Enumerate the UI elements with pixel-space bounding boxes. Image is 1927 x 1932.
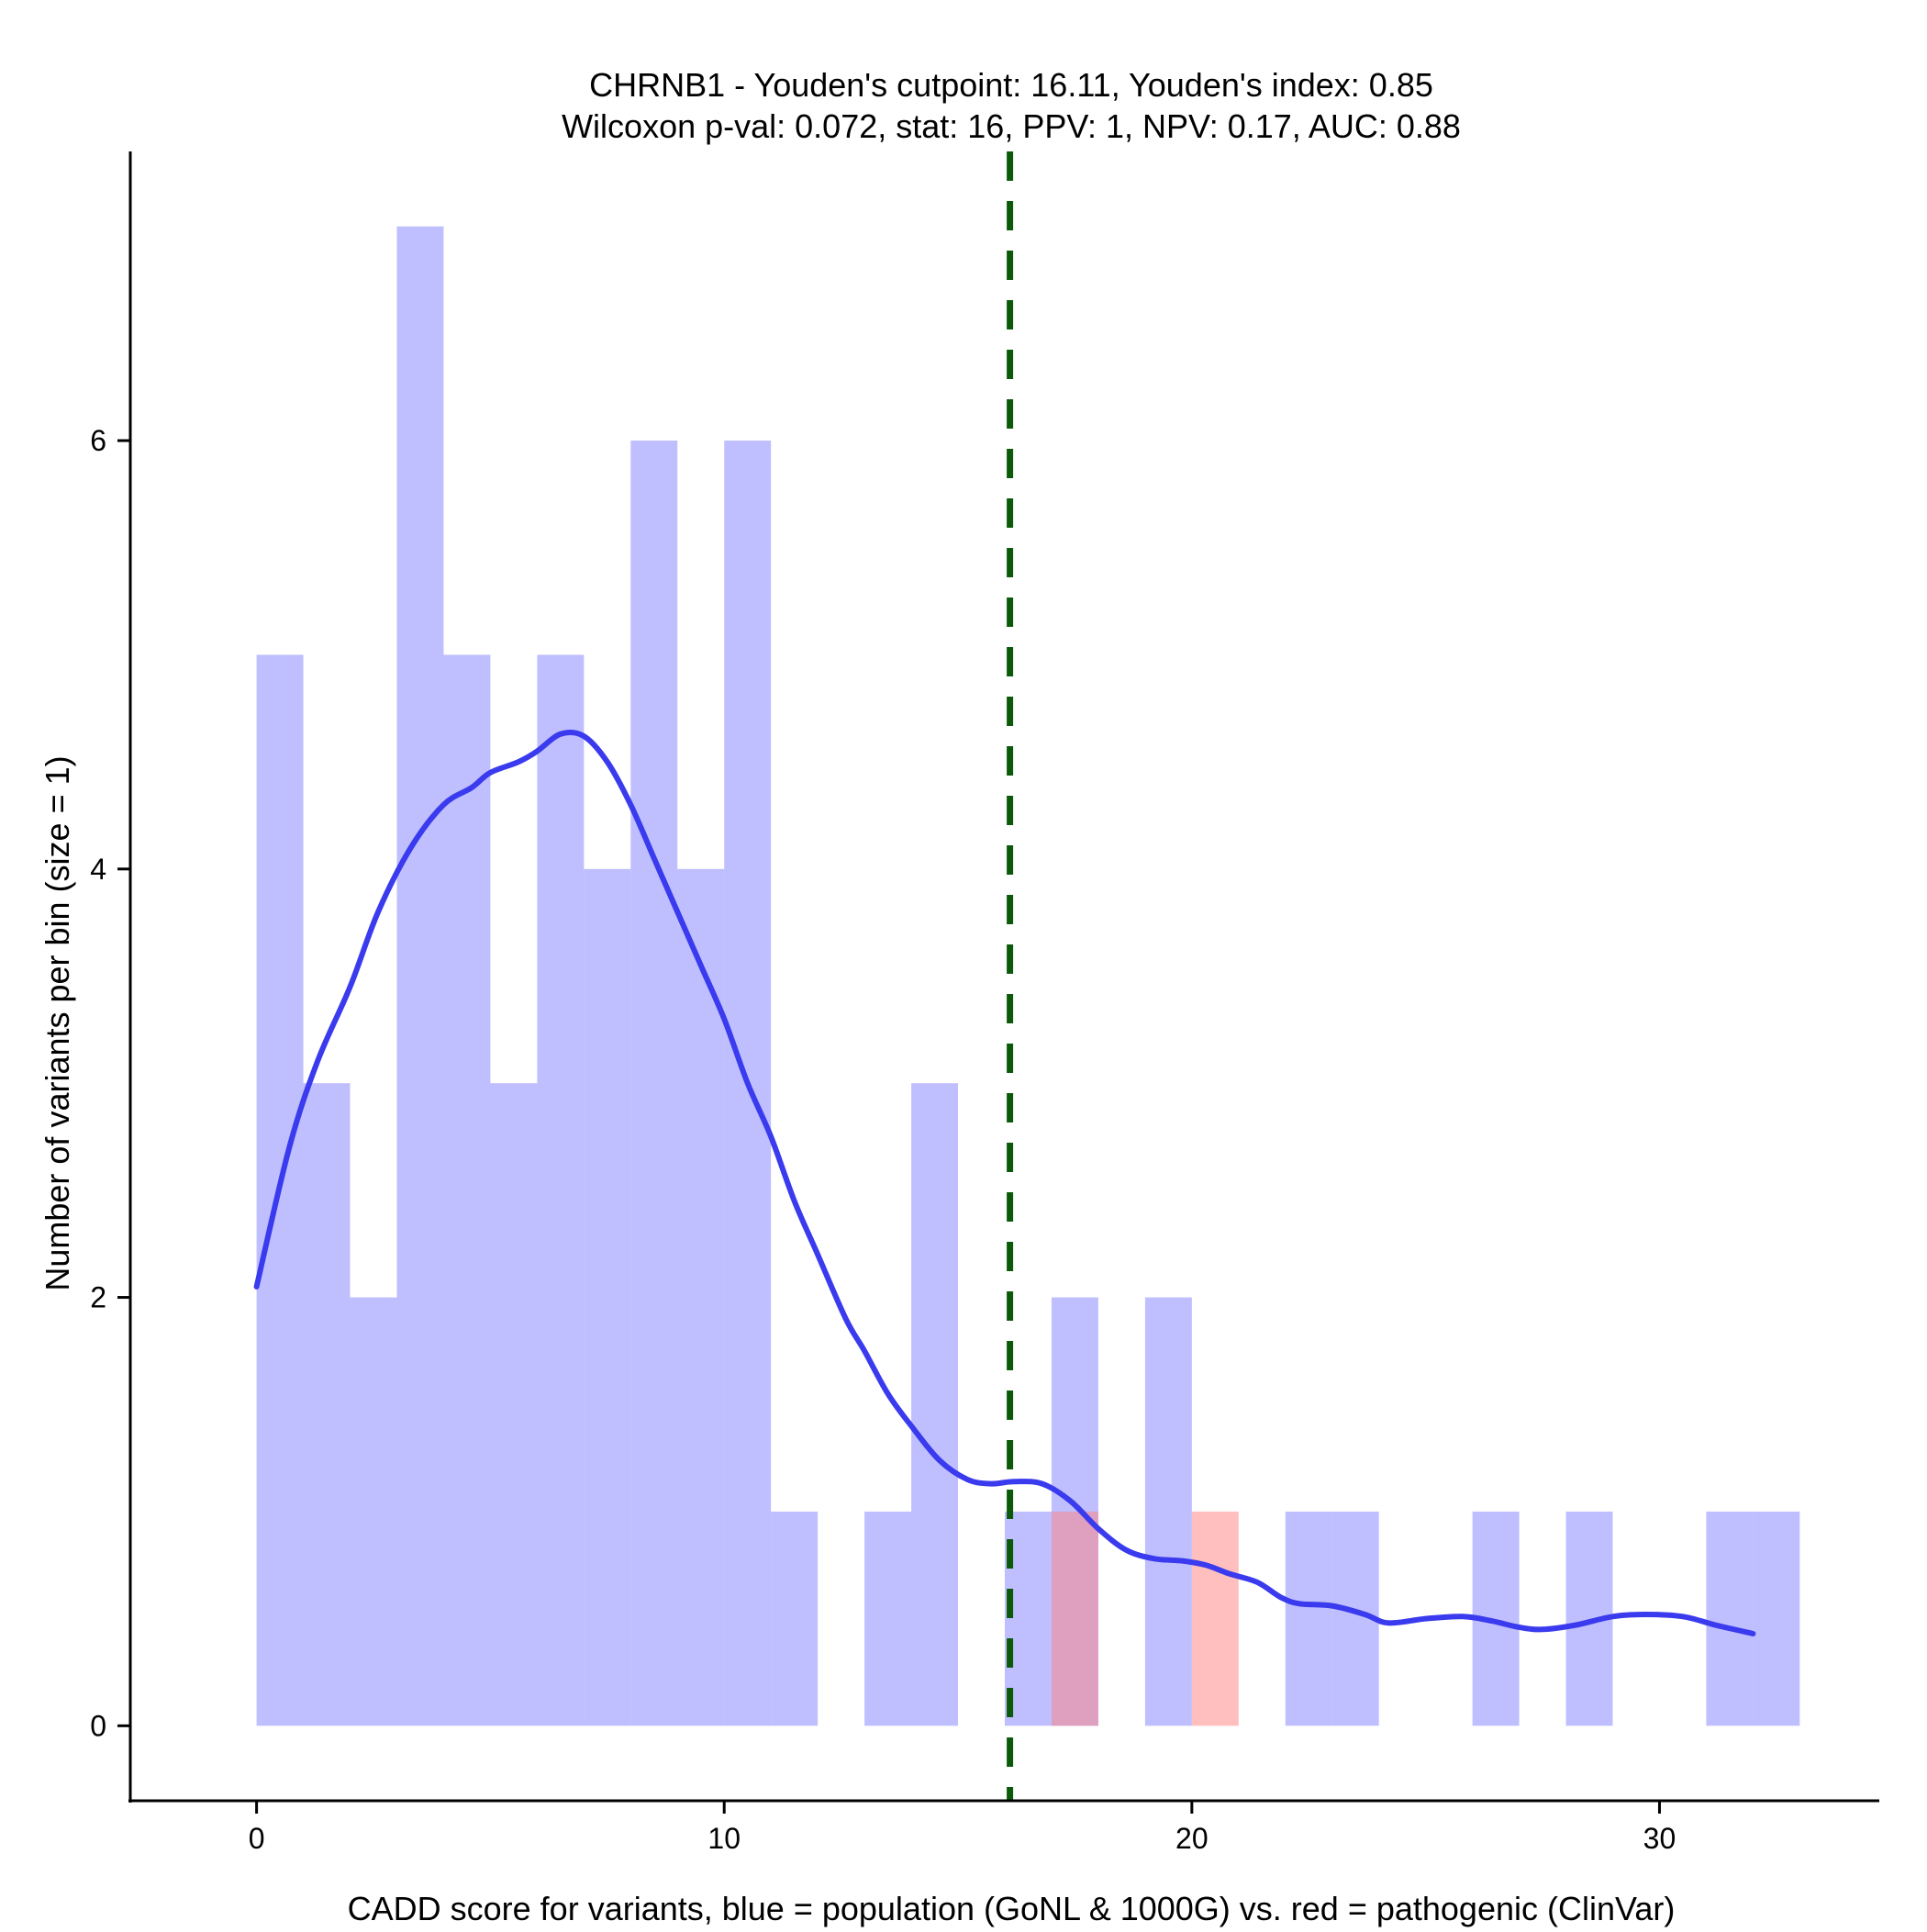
y-tick-label: 4 <box>90 853 106 886</box>
chart-title-line-2: Wilcoxon p-val: 0.072, stat: 16, PPV: 1,… <box>562 107 1461 145</box>
x-tick-label: 0 <box>249 1822 265 1855</box>
population-bar <box>677 868 725 1726</box>
population-bar <box>911 1083 959 1726</box>
population-bar <box>303 1083 351 1726</box>
x-tick-label: 10 <box>707 1822 741 1855</box>
population-bar <box>630 441 678 1726</box>
y-tick-label: 2 <box>90 1281 106 1314</box>
axes: 0 10 20 30 0 2 4 6 <box>90 151 1879 1855</box>
chart-title-line-1: CHRNB1 - Youden's cutpoint: 16.11, Youde… <box>589 66 1433 104</box>
y-axis-label: Number of variants per bin (size = 1) <box>39 755 76 1290</box>
population-bar <box>1144 1297 1192 1726</box>
density-layer <box>253 729 1756 1636</box>
density-curve <box>253 729 1756 1636</box>
pathogenic-bar <box>1051 1511 1098 1726</box>
population-bar <box>443 654 491 1726</box>
population-bar <box>490 1083 538 1726</box>
histogram-bars <box>256 226 1800 1726</box>
y-tick-label: 0 <box>90 1709 106 1742</box>
population-bar <box>1753 1511 1800 1726</box>
population-bar <box>396 226 444 1726</box>
x-tick-label: 20 <box>1175 1822 1209 1855</box>
population-bar <box>771 1511 819 1726</box>
population-bar <box>584 868 631 1726</box>
pathogenic-bar <box>1191 1511 1239 1726</box>
population-bar <box>864 1511 912 1726</box>
population-bar <box>537 654 585 1726</box>
population-bar <box>350 1297 397 1726</box>
x-tick-label: 30 <box>1643 1822 1676 1855</box>
population-bar <box>1285 1511 1332 1726</box>
population-bar <box>1706 1511 1754 1726</box>
y-tick-label: 6 <box>90 424 106 457</box>
x-axis-label: CADD score for variants, blue = populati… <box>348 1890 1676 1927</box>
